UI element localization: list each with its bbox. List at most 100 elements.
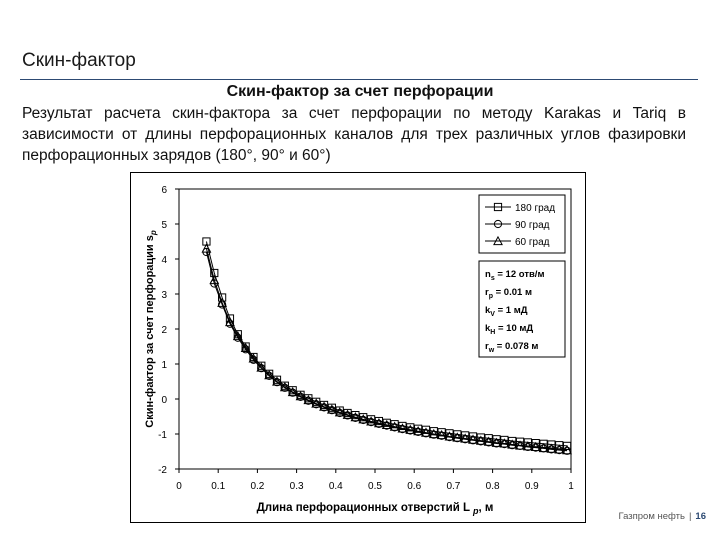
data-point-triangle — [515, 440, 525, 450]
data-point-square — [539, 439, 548, 448]
data-point-triangle — [522, 441, 533, 451]
data-point-square — [366, 415, 376, 424]
footer: Газпром нефть | 16 — [618, 511, 706, 522]
data-point-triangle — [232, 330, 243, 341]
description-text: Результат расчета скин-фактора за счет п… — [22, 105, 686, 164]
data-point-triangle — [405, 424, 416, 434]
data-point-triangle — [460, 433, 471, 443]
data-point-triangle — [499, 438, 510, 448]
data-point-square — [562, 441, 572, 450]
data-point-circle — [312, 400, 321, 409]
y-tick-label: 0 — [161, 395, 167, 406]
data-point-square — [374, 416, 384, 426]
data-point-circle — [296, 392, 305, 401]
slide-title: Скин-фактор — [22, 50, 136, 71]
data-point-circle — [257, 364, 266, 373]
data-point-triangle — [279, 381, 290, 392]
parameter-text: ns = 12 отв/м — [485, 269, 544, 282]
data-point-triangle — [389, 421, 400, 431]
x-tick-label: 0 — [176, 481, 182, 492]
data-point-triangle — [303, 394, 314, 405]
data-point-triangle — [240, 342, 251, 352]
y-tick-label: 4 — [161, 255, 167, 266]
x-tick-label: 0.1 — [211, 481, 225, 492]
data-point-triangle — [452, 432, 463, 442]
y-tick-label: 2 — [161, 325, 167, 336]
x-tick-label: 0.9 — [525, 481, 539, 492]
y-tick-label: 3 — [161, 290, 167, 301]
section-heading: Скин-фактор за счет перфорации — [226, 83, 494, 100]
legend-label: 180 град — [515, 203, 555, 214]
data-point-triangle — [295, 391, 306, 401]
parameter-text: rp = 0.01 м — [485, 287, 532, 300]
data-point-triangle — [538, 442, 549, 453]
x-tick-label: 0.7 — [446, 481, 460, 492]
data-point-circle — [249, 355, 258, 364]
data-point-square — [257, 361, 266, 370]
parameter-text: kV = 1 мД — [485, 305, 528, 318]
data-point-triangle — [201, 243, 212, 253]
data-point-triangle — [319, 401, 329, 411]
skin-factor-chart: 0 0.1 0.2 0.3 0.4 0.5 0.6 0.7 0.8 0.9 1 -2 -1 0 1 2 3 4 5 6… — [144, 185, 574, 516]
data-point-triangle — [256, 362, 267, 372]
data-point-triangle — [358, 414, 369, 424]
y-tick-label: -2 — [158, 465, 167, 476]
data-point-triangle — [326, 404, 337, 414]
parameter-text: rw = 0.078 м — [485, 341, 538, 354]
legend-label: 60 град — [515, 237, 550, 248]
data-point-triangle — [334, 407, 345, 417]
x-tick-label: 1 — [568, 481, 574, 492]
parameters-box — [478, 260, 566, 358]
data-point-triangle — [381, 419, 392, 429]
parameter-text: kH = 10 мД — [485, 323, 533, 336]
y-tick-label: -1 — [158, 430, 167, 441]
data-point-triangle — [507, 439, 518, 449]
data-point-triangle — [483, 436, 494, 446]
data-point-circle — [272, 378, 282, 387]
data-point-triangle — [272, 376, 282, 386]
data-point-triangle — [444, 431, 455, 441]
data-point-triangle — [209, 274, 220, 285]
footer-separator: | — [688, 511, 692, 522]
data-point-circle — [562, 446, 572, 455]
data-point-triangle — [562, 444, 573, 455]
data-point-triangle — [373, 417, 384, 428]
data-point-triangle — [475, 435, 486, 445]
y-axis-label: Скин-фактор за счет перфорации sp — [144, 230, 158, 428]
data-point-triangle — [554, 444, 565, 454]
data-point-triangle — [225, 316, 235, 327]
x-tick-label: 0.3 — [290, 481, 304, 492]
data-point-triangle — [366, 416, 377, 426]
data-point-triangle — [342, 409, 353, 419]
x-tick-label: 0.6 — [407, 481, 421, 492]
data-point-triangle — [248, 353, 259, 363]
x-axis-label: Длина перфорационных отверстий L p, м — [257, 502, 494, 516]
legend-label: 90 град — [515, 220, 550, 231]
y-tick-label: 5 — [161, 220, 167, 231]
data-point-square — [343, 408, 352, 418]
y-tick-label: 1 — [161, 360, 167, 371]
data-point-triangle — [264, 370, 275, 380]
x-tick-label: 0.2 — [250, 481, 264, 492]
legend-marker-triangle — [493, 235, 503, 246]
data-point-triangle — [468, 434, 478, 444]
page-number: 16 — [695, 511, 706, 522]
data-point-triangle — [546, 443, 557, 453]
data-point-triangle — [311, 398, 322, 408]
data-point-square — [351, 411, 360, 420]
legend-marker-square — [493, 202, 503, 212]
data-point-triangle — [397, 423, 408, 433]
data-point-triangle — [413, 426, 424, 436]
data-point-triangle — [530, 441, 541, 452]
data-point-square — [359, 413, 368, 422]
x-tick-label: 0.4 — [329, 481, 343, 492]
data-point-triangle — [428, 428, 439, 439]
data-point-triangle — [217, 297, 228, 307]
legend-marker-circle — [493, 219, 503, 229]
data-point-triangle — [421, 427, 431, 437]
x-tick-label: 0.5 — [368, 481, 382, 492]
data-point-circle — [288, 388, 297, 397]
data-point-square — [555, 441, 564, 450]
title-divider — [20, 79, 698, 80]
x-tick-label: 0.8 — [486, 481, 500, 492]
